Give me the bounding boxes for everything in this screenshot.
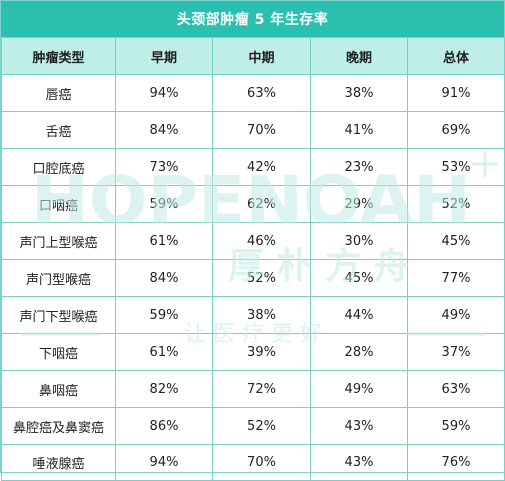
cell-late: 45%	[311, 260, 408, 297]
header-late: 晚期	[311, 38, 408, 75]
cell-tumor-type: 声门型喉癌	[2, 260, 116, 297]
cell-late: 38%	[311, 75, 408, 112]
table-row: 鼻咽癌 82% 72% 49% 63%	[2, 371, 505, 408]
cell-early: 82%	[116, 371, 213, 408]
cell-early: 61%	[116, 334, 213, 371]
cell-tumor-type: 口咽癌	[2, 186, 116, 223]
table-row: 口腔底癌 73% 42% 23% 53%	[2, 149, 505, 186]
cell-tumor-type: 鼻腔癌及鼻窦癌	[2, 408, 116, 445]
table-row: 下咽癌 61% 39% 28% 37%	[2, 334, 505, 371]
cell-mid: 62%	[213, 186, 311, 223]
cell-tumor-type: 唾液腺癌	[2, 445, 116, 481]
cell-late: 30%	[311, 223, 408, 260]
cell-mid: 72%	[213, 371, 311, 408]
cell-early: 61%	[116, 223, 213, 260]
table-row: 声门上型喉癌 61% 46% 30% 45%	[2, 223, 505, 260]
table-row: 舌癌 84% 70% 41% 69%	[2, 112, 505, 149]
table-row: 唇癌 94% 63% 38% 91%	[2, 75, 505, 112]
cell-tumor-type: 口腔底癌	[2, 149, 116, 186]
survival-rate-table: 肿瘤类型 早期 中期 晚期 总体 唇癌 94% 63% 38% 91% 舌癌 8…	[1, 37, 505, 481]
header-early: 早期	[116, 38, 213, 75]
cell-overall: 45%	[408, 223, 505, 260]
cell-late: 43%	[311, 408, 408, 445]
cell-mid: 63%	[213, 75, 311, 112]
cell-early: 59%	[116, 297, 213, 334]
cell-overall: 76%	[408, 445, 505, 481]
cell-mid: 70%	[213, 445, 311, 481]
cell-overall: 37%	[408, 334, 505, 371]
cell-early: 86%	[116, 408, 213, 445]
cell-late: 43%	[311, 445, 408, 481]
cell-overall: 69%	[408, 112, 505, 149]
cell-tumor-type: 鼻咽癌	[2, 371, 116, 408]
cell-overall: 49%	[408, 297, 505, 334]
cell-overall: 77%	[408, 260, 505, 297]
cell-tumor-type: 声门上型喉癌	[2, 223, 116, 260]
cell-overall: 52%	[408, 186, 505, 223]
table-row: 声门型喉癌 84% 52% 45% 77%	[2, 260, 505, 297]
cell-early: 94%	[116, 445, 213, 481]
table-header-row: 肿瘤类型 早期 中期 晚期 总体	[2, 38, 505, 75]
header-tumor-type: 肿瘤类型	[2, 38, 116, 75]
cell-early: 84%	[116, 112, 213, 149]
cell-overall: 59%	[408, 408, 505, 445]
cell-overall: 63%	[408, 371, 505, 408]
cell-late: 23%	[311, 149, 408, 186]
cell-late: 44%	[311, 297, 408, 334]
cell-mid: 52%	[213, 260, 311, 297]
cell-late: 49%	[311, 371, 408, 408]
table-row: 唾液腺癌 94% 70% 43% 76%	[2, 445, 505, 481]
header-mid: 中期	[213, 38, 311, 75]
table-title: 头颈部肿瘤 5 年生存率	[1, 1, 504, 37]
cell-mid: 42%	[213, 149, 311, 186]
cell-overall: 53%	[408, 149, 505, 186]
cell-tumor-type: 唇癌	[2, 75, 116, 112]
cell-mid: 38%	[213, 297, 311, 334]
cell-mid: 46%	[213, 223, 311, 260]
cell-early: 84%	[116, 260, 213, 297]
cell-late: 41%	[311, 112, 408, 149]
cell-mid: 52%	[213, 408, 311, 445]
cell-late: 28%	[311, 334, 408, 371]
cell-late: 29%	[311, 186, 408, 223]
table-row: 口咽癌 59% 62% 29% 52%	[2, 186, 505, 223]
cell-tumor-type: 舌癌	[2, 112, 116, 149]
cell-early: 59%	[116, 186, 213, 223]
cell-early: 73%	[116, 149, 213, 186]
cell-overall: 91%	[408, 75, 505, 112]
cell-mid: 70%	[213, 112, 311, 149]
header-overall: 总体	[408, 38, 505, 75]
cell-early: 94%	[116, 75, 213, 112]
table-row: 鼻腔癌及鼻窦癌 86% 52% 43% 59%	[2, 408, 505, 445]
cell-tumor-type: 声门下型喉癌	[2, 297, 116, 334]
cell-tumor-type: 下咽癌	[2, 334, 116, 371]
table-row: 声门下型喉癌 59% 38% 44% 49%	[2, 297, 505, 334]
cell-mid: 39%	[213, 334, 311, 371]
